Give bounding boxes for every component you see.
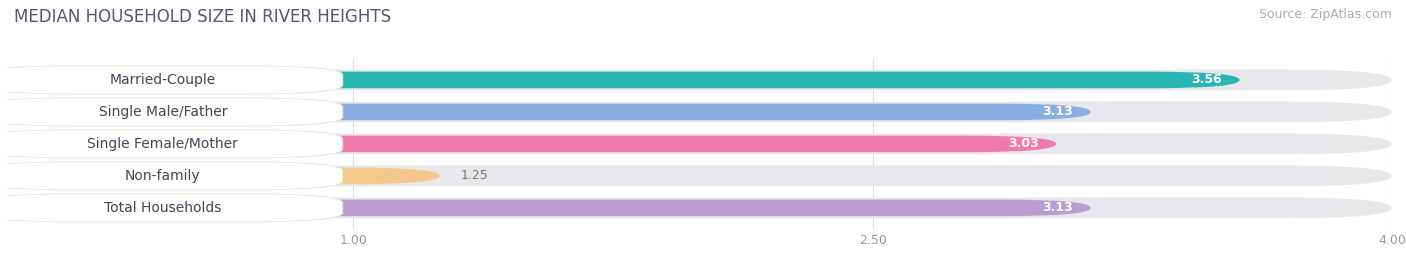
FancyBboxPatch shape bbox=[7, 70, 1392, 90]
FancyBboxPatch shape bbox=[7, 102, 1392, 122]
FancyBboxPatch shape bbox=[7, 136, 1056, 152]
FancyBboxPatch shape bbox=[0, 98, 343, 126]
FancyBboxPatch shape bbox=[0, 194, 343, 222]
FancyBboxPatch shape bbox=[7, 197, 1392, 218]
FancyBboxPatch shape bbox=[0, 130, 343, 158]
Text: 3.13: 3.13 bbox=[1043, 105, 1073, 118]
FancyBboxPatch shape bbox=[7, 104, 1091, 120]
Text: 3.03: 3.03 bbox=[1008, 137, 1039, 150]
Text: 3.56: 3.56 bbox=[1191, 73, 1222, 86]
Text: 1.25: 1.25 bbox=[461, 169, 488, 182]
Text: Single Female/Mother: Single Female/Mother bbox=[87, 137, 238, 151]
FancyBboxPatch shape bbox=[7, 72, 1240, 88]
Text: Married-Couple: Married-Couple bbox=[110, 73, 217, 87]
Text: Total Households: Total Households bbox=[104, 201, 222, 215]
FancyBboxPatch shape bbox=[7, 133, 1392, 154]
Text: Single Male/Father: Single Male/Father bbox=[98, 105, 228, 119]
Text: 3.13: 3.13 bbox=[1043, 201, 1073, 214]
FancyBboxPatch shape bbox=[0, 66, 343, 94]
Text: Source: ZipAtlas.com: Source: ZipAtlas.com bbox=[1258, 8, 1392, 21]
FancyBboxPatch shape bbox=[7, 165, 1392, 186]
Text: Non-family: Non-family bbox=[125, 169, 201, 183]
FancyBboxPatch shape bbox=[7, 200, 1091, 216]
Text: MEDIAN HOUSEHOLD SIZE IN RIVER HEIGHTS: MEDIAN HOUSEHOLD SIZE IN RIVER HEIGHTS bbox=[14, 8, 391, 26]
FancyBboxPatch shape bbox=[0, 162, 343, 190]
FancyBboxPatch shape bbox=[7, 168, 440, 184]
